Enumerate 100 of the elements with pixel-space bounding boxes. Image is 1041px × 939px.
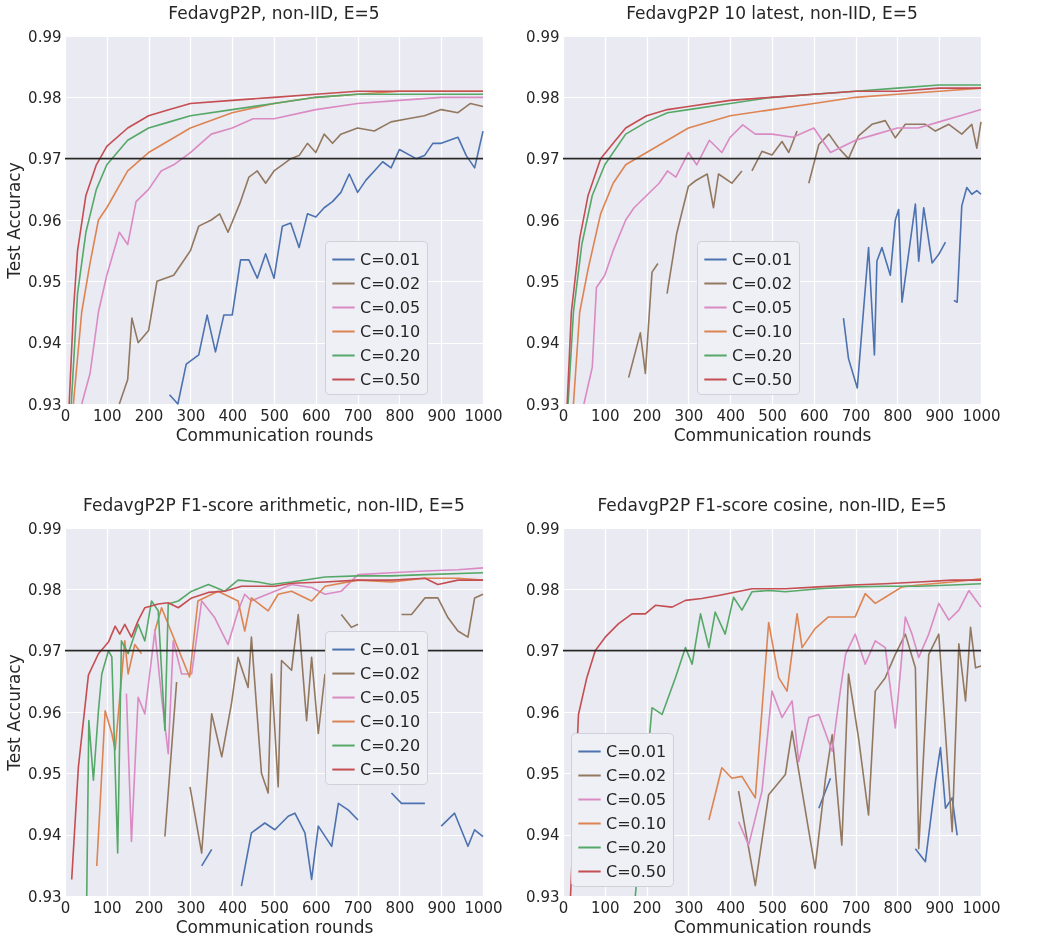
y-tick-label: 0.95: [28, 272, 62, 291]
x-tick-label: 800: [883, 898, 913, 917]
x-tick-label: 100: [92, 406, 122, 425]
y-tick-label: 0.99: [28, 27, 62, 46]
line-series: [708, 578, 982, 821]
y-tick-label: 0.99: [28, 519, 62, 538]
x-tick-label: 0: [60, 406, 71, 425]
y-tick-label: 0.97: [28, 150, 62, 169]
x-tick-label: 700: [841, 898, 871, 917]
y-tick-label: 0.98: [28, 580, 62, 599]
x-axis-title: Communication rounds: [175, 916, 374, 937]
x-tick-label: 700: [343, 406, 373, 425]
y-tick-label: 0.98: [28, 88, 62, 107]
y-tick-label: 0.93: [28, 395, 62, 414]
x-tick-label: 100: [590, 406, 620, 425]
chart-title: FedavgP2P F1-score cosine, non-IID, E=5: [597, 495, 947, 515]
line-series: [125, 567, 484, 843]
y-tick-label: 0.98: [526, 88, 560, 107]
line-series: [168, 130, 484, 405]
y-tick-label: 0.96: [28, 211, 62, 230]
y-tick-label: 0.98: [526, 580, 560, 599]
x-tick-label: 1000: [464, 898, 503, 917]
x-tick-label: 400: [218, 898, 248, 917]
legend-label: C=0.02: [606, 765, 667, 785]
legend-label: C=0.05: [732, 297, 793, 317]
legend-label: C=0.01: [360, 639, 421, 659]
x-tick-label: 600: [301, 898, 331, 917]
legend-label: C=0.50: [360, 369, 421, 389]
legend-label: C=0.02: [360, 273, 421, 293]
chart-title: FedavgP2P 10 latest, non-IID, E=5: [626, 3, 918, 23]
x-tick-label: 900: [925, 406, 955, 425]
y-tick-label: 0.93: [526, 887, 560, 906]
y-tick-label: 0.93: [526, 395, 560, 414]
legend-label: C=0.50: [360, 759, 421, 779]
x-tick-label: 1000: [464, 406, 503, 425]
y-tick-label: 0.97: [28, 642, 62, 661]
x-tick-label: 0: [558, 406, 569, 425]
legend-label: C=0.20: [606, 837, 667, 857]
x-tick-label: 500: [758, 406, 787, 425]
x-tick-label: 900: [427, 406, 457, 425]
x-tick-label: 0: [558, 898, 569, 917]
x-tick-label: 800: [385, 406, 415, 425]
x-tick-label: 600: [301, 406, 331, 425]
x-tick-label: 700: [343, 898, 373, 917]
y-tick-label: 0.93: [28, 887, 62, 906]
legend-label: C=0.05: [360, 297, 421, 317]
y-tick-label: 0.94: [526, 334, 560, 353]
y-tick-label: 0.95: [526, 272, 560, 291]
y-tick-label: 0.96: [526, 211, 560, 230]
y-tick-label: 0.97: [526, 642, 560, 661]
x-tick-label: 500: [260, 406, 289, 425]
legend-label: C=0.05: [360, 687, 421, 707]
chart-title: FedavgP2P F1-score arithmetic, non-IID, E=5: [83, 495, 465, 515]
y-tick-label: 0.94: [28, 826, 62, 845]
line-series: [737, 626, 982, 887]
y-axis-title: Test Accuracy: [4, 162, 25, 280]
x-tick-label: 0: [60, 898, 71, 917]
x-axis-title: Communication rounds: [673, 424, 872, 445]
x-tick-label: 900: [427, 898, 457, 917]
legend-label: C=0.20: [360, 735, 421, 755]
x-tick-label: 600: [799, 406, 829, 425]
legend-label: C=0.01: [732, 249, 793, 269]
legend-label: C=0.20: [732, 345, 793, 365]
legend-label: C=0.01: [360, 249, 421, 269]
x-tick-label: 800: [883, 406, 913, 425]
legend-label: C=0.02: [360, 663, 421, 683]
legend-label: C=0.10: [360, 711, 421, 731]
x-tick-label: 200: [632, 406, 662, 425]
x-tick-label: 300: [674, 898, 704, 917]
x-tick-label: 800: [385, 898, 415, 917]
y-tick-label: 0.94: [526, 826, 560, 845]
y-tick-label: 0.96: [28, 703, 62, 722]
x-axis-title: Communication rounds: [175, 424, 374, 445]
legend-label: C=0.20: [360, 345, 421, 365]
legend-label: C=0.50: [732, 369, 793, 389]
legend-label: C=0.05: [606, 789, 667, 809]
x-tick-label: 1000: [962, 406, 1001, 425]
y-tick-label: 0.95: [526, 764, 560, 783]
x-tick-label: 300: [674, 406, 704, 425]
legend-label: C=0.10: [732, 321, 793, 341]
y-tick-label: 0.95: [28, 764, 62, 783]
line-series: [737, 589, 982, 846]
legend-label: C=0.01: [606, 741, 667, 761]
x-tick-label: 500: [260, 898, 289, 917]
x-tick-label: 300: [176, 898, 206, 917]
x-tick-label: 900: [925, 898, 955, 917]
x-tick-label: 400: [716, 406, 746, 425]
y-tick-label: 0.99: [526, 519, 560, 538]
x-tick-label: 100: [92, 898, 122, 917]
x-tick-label: 200: [632, 898, 662, 917]
x-tick-label: 200: [134, 898, 164, 917]
legend-label: C=0.50: [606, 861, 667, 881]
x-axis-title: Communication rounds: [673, 916, 872, 937]
y-tick-label: 0.96: [526, 703, 560, 722]
y-axis-title: Test Accuracy: [4, 654, 25, 772]
legend-label: C=0.10: [606, 813, 667, 833]
y-tick-label: 0.99: [526, 27, 560, 46]
x-tick-label: 100: [590, 898, 620, 917]
y-tick-label: 0.97: [526, 150, 560, 169]
x-tick-label: 1000: [962, 898, 1001, 917]
